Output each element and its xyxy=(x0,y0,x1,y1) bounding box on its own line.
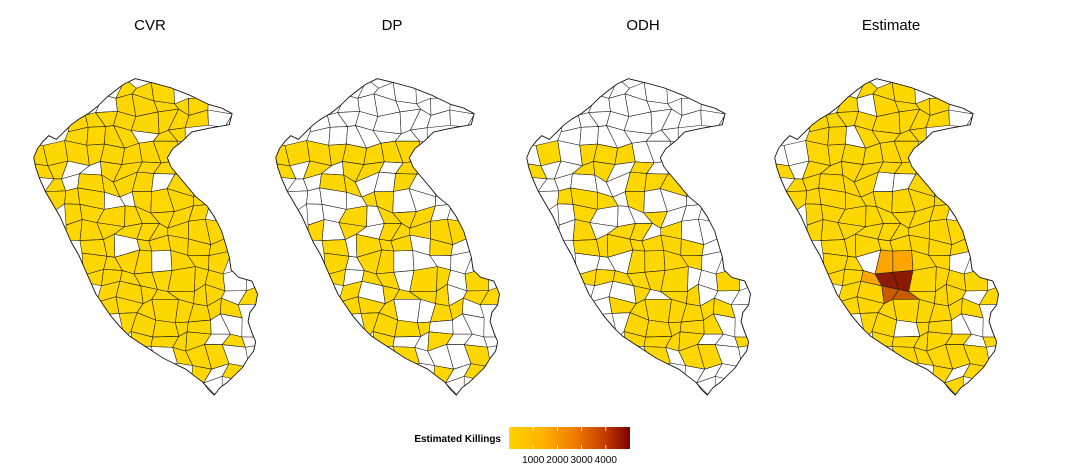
district xyxy=(241,336,258,348)
district xyxy=(982,336,999,348)
district xyxy=(167,266,196,292)
legend-tick-label: 1000 xyxy=(522,455,545,466)
panel-title-odh: ODH xyxy=(626,17,659,34)
panel-title-estimate: Estimate xyxy=(862,17,920,34)
panel-title-cvr: CVR xyxy=(134,17,166,34)
district xyxy=(644,299,672,323)
district xyxy=(393,250,415,273)
legend-tick-label: 3000 xyxy=(570,455,593,466)
district xyxy=(409,266,438,292)
district xyxy=(645,319,673,338)
map-panel-estimate: Estimate xyxy=(774,17,999,396)
map-panel-dp: DP xyxy=(275,17,500,396)
district xyxy=(557,187,574,205)
country-border xyxy=(275,78,500,396)
district xyxy=(644,250,666,273)
panel-title-dp: DP xyxy=(382,17,403,34)
legend-color-bar xyxy=(509,427,630,449)
district xyxy=(86,126,106,146)
district xyxy=(686,192,703,207)
district xyxy=(193,192,210,207)
legend-tick-label: 2000 xyxy=(546,455,569,466)
legend-tick-label: 4000 xyxy=(595,455,618,466)
map-panel-odh: ODH xyxy=(526,17,751,396)
legend-title: Estimated Killings xyxy=(414,434,501,445)
district xyxy=(827,126,847,146)
country-border xyxy=(33,78,258,396)
district xyxy=(483,336,500,348)
district xyxy=(934,192,951,207)
district xyxy=(64,187,81,205)
color-legend: Estimated Killings 1000 2000 3000 4000 xyxy=(414,427,630,466)
district xyxy=(892,299,920,323)
district xyxy=(393,299,421,323)
district xyxy=(579,126,599,146)
district xyxy=(435,192,452,207)
district xyxy=(151,299,179,323)
country-border xyxy=(774,78,999,396)
district xyxy=(306,187,323,205)
district xyxy=(151,250,173,273)
district xyxy=(908,266,937,292)
district xyxy=(328,126,348,146)
district xyxy=(892,250,914,273)
district xyxy=(394,319,422,338)
district xyxy=(152,319,180,338)
district xyxy=(805,187,822,205)
map-panel-cvr: CVR xyxy=(33,17,258,396)
district xyxy=(660,266,689,292)
district xyxy=(893,319,921,338)
district xyxy=(734,336,751,348)
country-border xyxy=(526,78,751,396)
